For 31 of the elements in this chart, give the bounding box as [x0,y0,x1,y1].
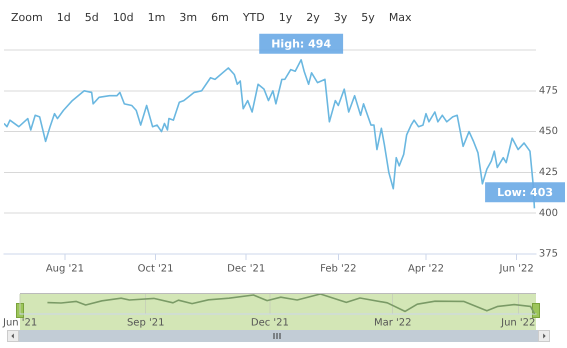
x-tick-label: Jun '22 [498,264,534,275]
x-tick-label: Oct '21 [138,264,174,275]
x-tick-label: Sep '21 [126,318,164,329]
text: 5y [360,10,376,26]
annotation: High: 494 [271,38,332,51]
y-tick-label: 375 [538,248,558,260]
x-tick-label: Mar '22 [374,318,412,329]
text: 2y [305,10,321,26]
text: 10d [112,10,135,26]
annotation: Low: 403 [497,186,553,200]
y-tick-label: 425 [538,166,558,178]
text: YTD [242,10,266,26]
text: 1d [56,10,72,26]
x-tick-label: Dec '21 [227,264,266,275]
text: 1m [146,10,166,26]
x-tick-label: Dec '21 [250,318,289,329]
x-tick-label: Aug '21 [46,264,84,275]
text: 1y [278,10,294,26]
text: Zoom [10,10,44,26]
text: Max [388,10,413,26]
text: 3y [332,10,348,26]
x-tick-label: Feb '22 [320,264,356,275]
text: 6m [210,10,230,26]
x-tick-label: Apr '22 [408,264,444,275]
x-tick-label: Jun '22 [500,318,536,329]
x-tick-label: Jun '21 [2,318,38,329]
text: 3m [178,10,198,26]
y-tick-label: 450 [538,126,558,138]
y-tick-label: 475 [538,85,558,96]
y-tick-label: 400 [538,208,558,219]
text: 5d [84,10,100,26]
